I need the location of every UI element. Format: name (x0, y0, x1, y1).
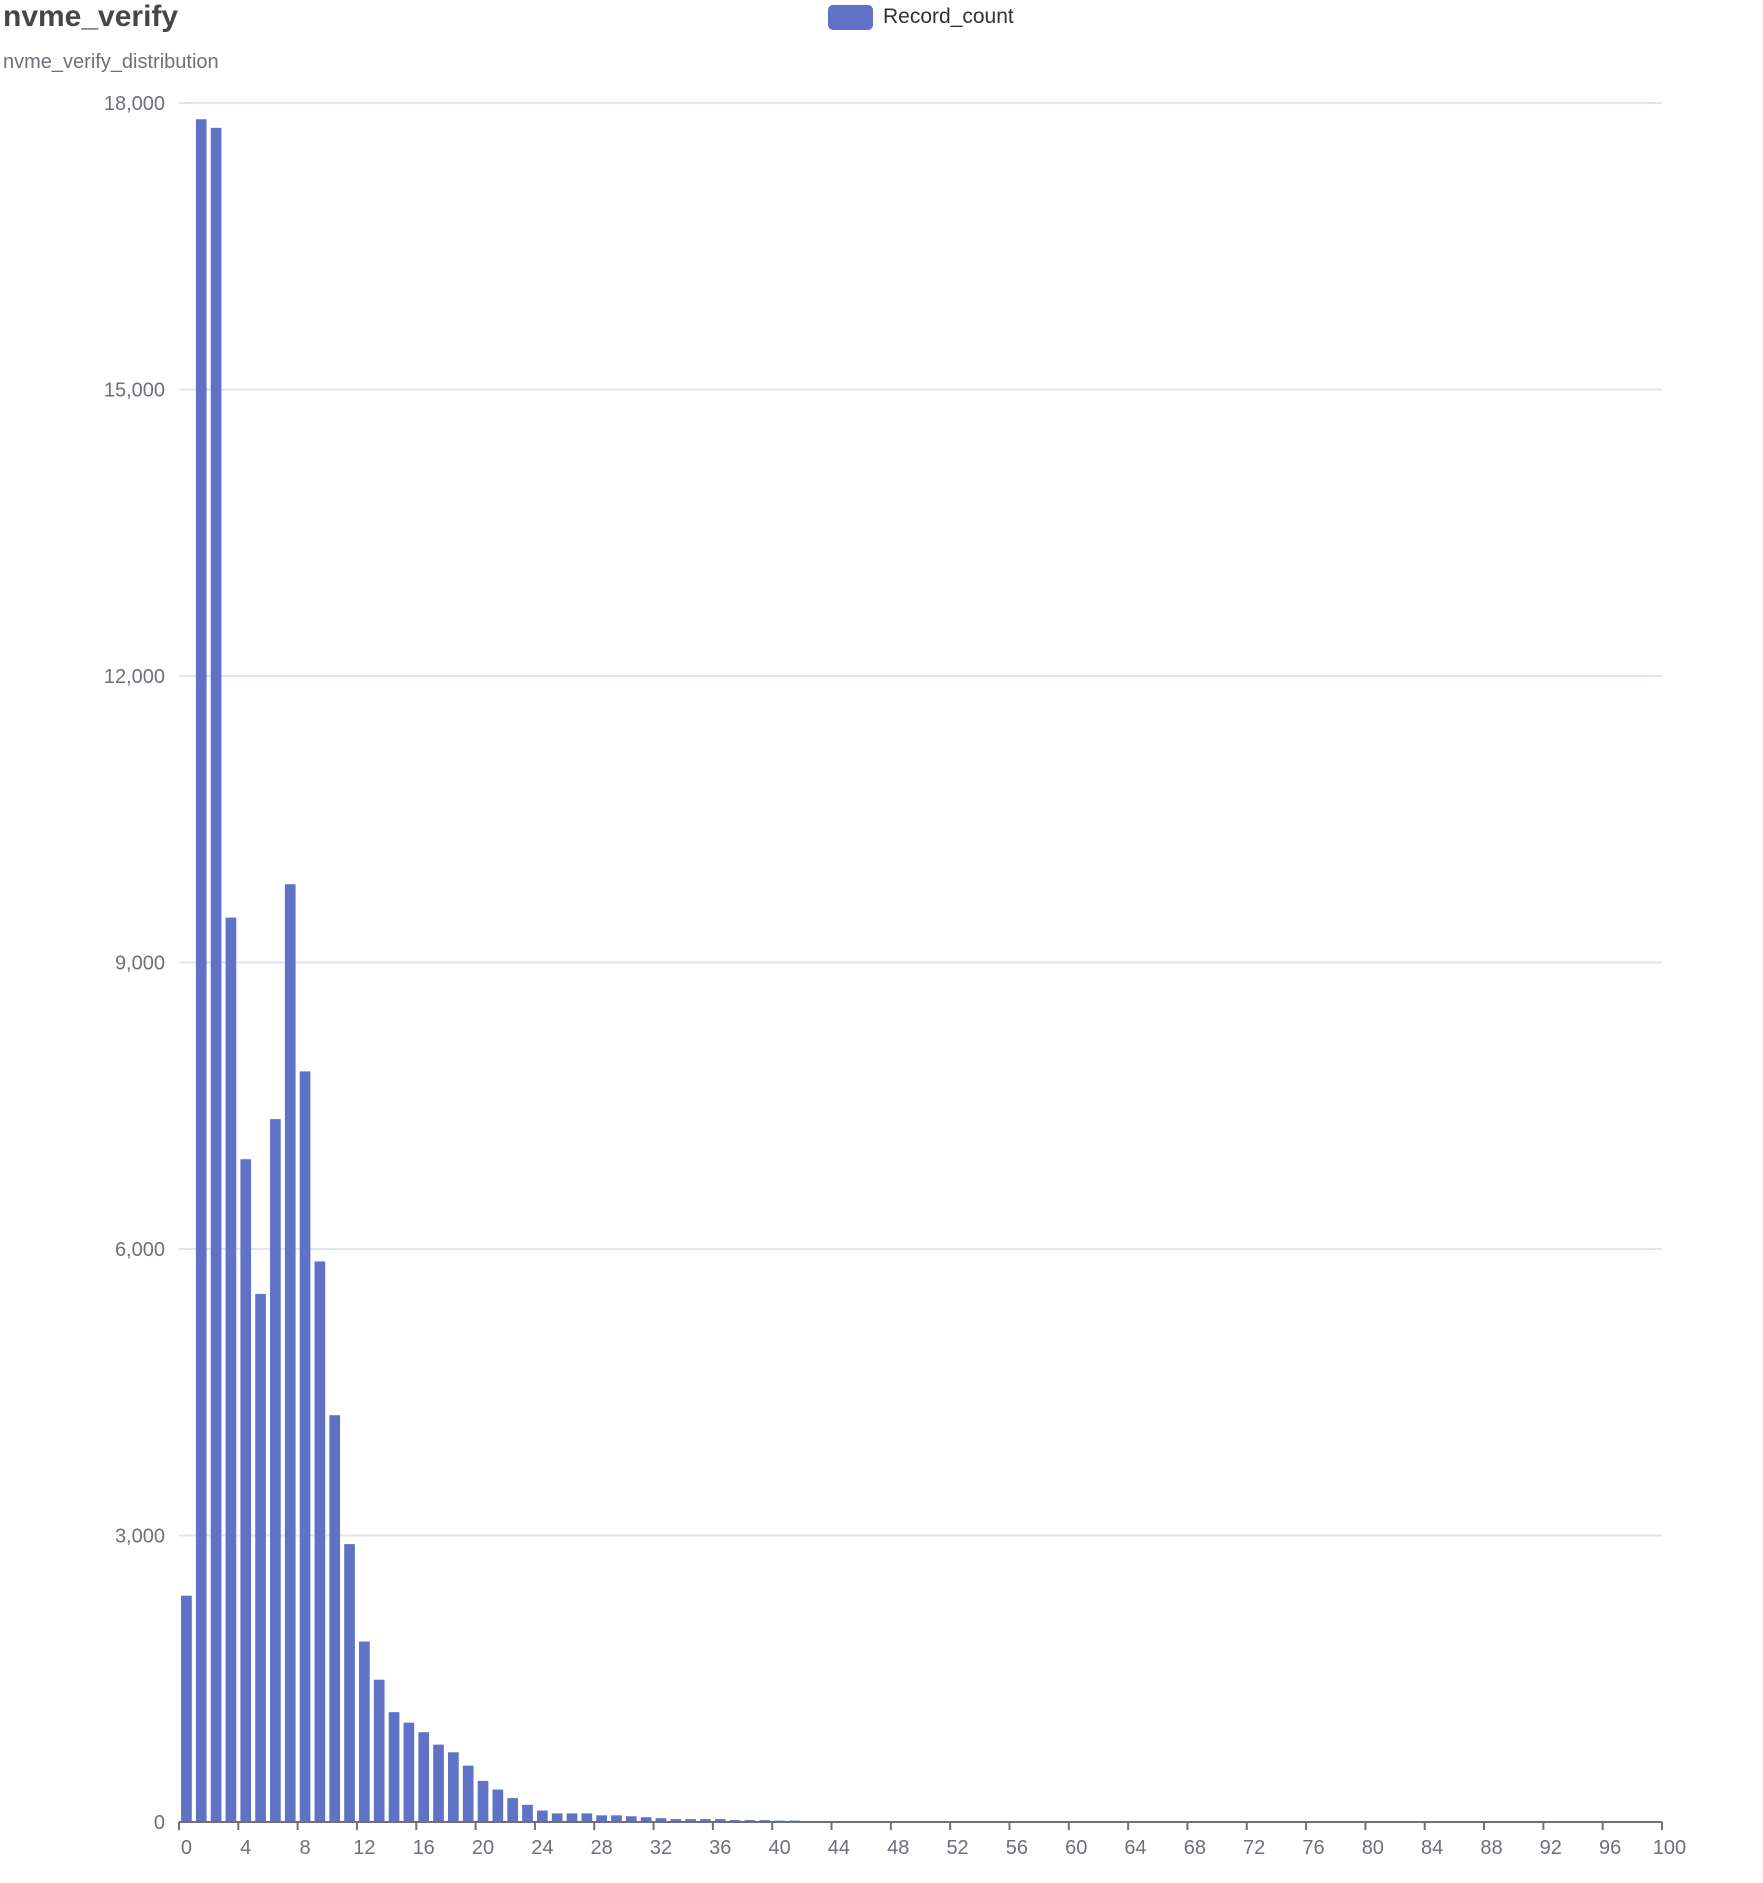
bar[interactable] (670, 1819, 682, 1822)
bar[interactable] (596, 1815, 607, 1822)
x-tick-label: 100 (1653, 1837, 1686, 1859)
bar[interactable] (492, 1789, 504, 1822)
y-tick-label: 12,000 (104, 666, 165, 688)
x-tick-label: 16 (413, 1837, 435, 1859)
bar[interactable] (611, 1815, 622, 1822)
bar[interactable] (270, 1119, 281, 1822)
bar[interactable] (299, 1071, 311, 1822)
y-tick-label: 15,000 (104, 380, 165, 402)
chart-title: nvme_verify (3, 0, 179, 33)
legend-swatch (828, 4, 873, 30)
bar[interactable] (700, 1819, 711, 1822)
x-axis-labels: 0 4 8 12 16 20 24 28 32 36 40 44 48 52 56 60 64 68 72 76 80 8… (181, 1837, 1686, 1859)
x-tick-label: 12 (353, 1837, 375, 1859)
bar[interactable] (714, 1819, 726, 1822)
bars (181, 119, 1660, 1823)
x-tick-label: 32 (650, 1837, 672, 1859)
bar[interactable] (240, 1159, 252, 1822)
x-tick-label: 68 (1184, 1837, 1206, 1859)
bar[interactable] (403, 1722, 415, 1822)
bar[interactable] (581, 1813, 593, 1822)
bar[interactable] (685, 1819, 696, 1822)
x-tick-label: 20 (472, 1837, 494, 1859)
x-tick-label: 28 (591, 1837, 613, 1859)
x-tick-label: 44 (828, 1837, 850, 1859)
x-tick-label: 96 (1599, 1837, 1621, 1859)
y-tick-label: 0 (154, 1812, 165, 1834)
x-tick-label: 80 (1362, 1837, 1384, 1859)
bar[interactable] (566, 1813, 578, 1822)
bar[interactable] (655, 1818, 667, 1822)
x-tick-label: 88 (1480, 1837, 1502, 1859)
x-axis (178, 1821, 1663, 1830)
x-tick-label: 48 (887, 1837, 909, 1859)
x-tick-label: 4 (240, 1837, 251, 1859)
bar[interactable] (225, 917, 237, 1822)
bar[interactable] (462, 1765, 474, 1822)
legend-label: Record_count (883, 5, 1014, 28)
x-tick-label: 36 (709, 1837, 731, 1859)
bar[interactable] (522, 1804, 533, 1822)
bar[interactable] (255, 1293, 266, 1822)
bar[interactable] (195, 119, 207, 1823)
grid-lines (179, 102, 1662, 1537)
bar[interactable] (433, 1744, 444, 1822)
bar[interactable] (373, 1679, 385, 1822)
x-tick-label: 56 (1006, 1837, 1028, 1859)
x-tick-label: 52 (946, 1837, 968, 1859)
bar[interactable] (359, 1641, 370, 1822)
x-tick-label: 72 (1243, 1837, 1265, 1859)
y-axis-labels: 0 3,000 6,000 9,000 12,000 15,000 18,000 (104, 93, 165, 1834)
bar[interactable] (507, 1798, 519, 1822)
x-tick-label: 92 (1540, 1837, 1562, 1859)
y-tick-label: 3,000 (115, 1526, 165, 1548)
x-tick-label: 64 (1124, 1837, 1146, 1859)
x-tick-label: 24 (531, 1837, 553, 1859)
bar[interactable] (388, 1712, 400, 1822)
legend-item-record-count[interactable]: Record_count (828, 4, 1014, 30)
bar[interactable] (448, 1752, 459, 1822)
chart-subtitle: nvme_verify_distribution (3, 51, 219, 73)
bar[interactable] (536, 1810, 548, 1822)
bar[interactable] (181, 1595, 192, 1822)
bar[interactable] (551, 1813, 563, 1822)
y-tick-label: 6,000 (115, 1239, 165, 1261)
bar[interactable] (344, 1544, 355, 1822)
x-tick-label: 0 (181, 1837, 192, 1859)
bar[interactable] (625, 1816, 637, 1822)
bar[interactable] (314, 1261, 326, 1822)
x-tick-label: 8 (299, 1837, 310, 1859)
bar[interactable] (329, 1415, 341, 1822)
x-tick-label: 40 (768, 1837, 790, 1859)
bar[interactable] (210, 127, 222, 1823)
bar[interactable] (418, 1732, 430, 1822)
x-tick-label: 84 (1421, 1837, 1443, 1859)
bar[interactable] (640, 1817, 652, 1822)
y-tick-label: 9,000 (115, 953, 165, 975)
bar[interactable] (477, 1780, 489, 1822)
x-tick-label: 76 (1302, 1837, 1324, 1859)
y-tick-label: 18,000 (104, 93, 165, 115)
bar[interactable] (284, 884, 296, 1822)
x-tick-label: 60 (1065, 1837, 1087, 1859)
